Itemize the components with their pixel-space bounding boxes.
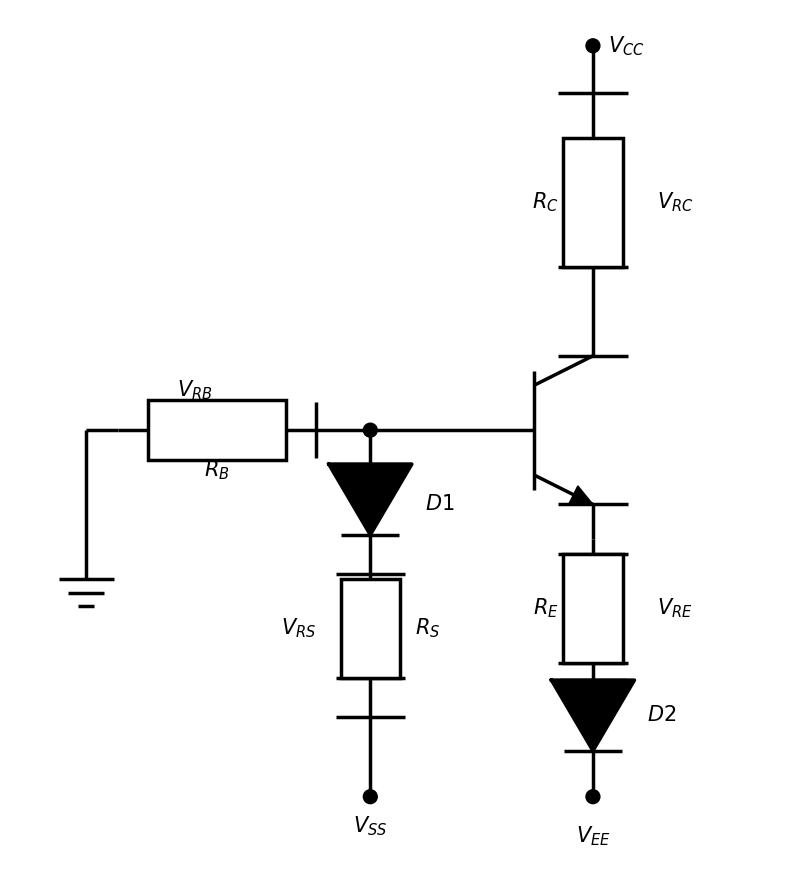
Text: $D1$: $D1$ bbox=[425, 494, 455, 515]
Text: $R_S$: $R_S$ bbox=[415, 616, 440, 640]
Text: $V_{SS}$: $V_{SS}$ bbox=[353, 814, 388, 838]
Circle shape bbox=[586, 39, 600, 53]
Text: $R_B$: $R_B$ bbox=[204, 458, 230, 482]
Text: $V_{RB}$: $V_{RB}$ bbox=[178, 379, 213, 402]
Text: $D2$: $D2$ bbox=[647, 706, 677, 725]
Text: $V_{RS}$: $V_{RS}$ bbox=[281, 616, 316, 640]
Bar bbox=[147, 401, 287, 460]
Text: $V_{EE}$: $V_{EE}$ bbox=[576, 824, 611, 848]
Bar bbox=[564, 554, 622, 663]
Polygon shape bbox=[569, 486, 593, 505]
Text: $R_E$: $R_E$ bbox=[533, 597, 558, 620]
Circle shape bbox=[586, 789, 600, 804]
Circle shape bbox=[363, 789, 377, 804]
Text: $V_{RE}$: $V_{RE}$ bbox=[657, 597, 693, 620]
Bar bbox=[341, 579, 400, 678]
Text: $V_{CC}$: $V_{CC}$ bbox=[608, 34, 645, 58]
Circle shape bbox=[363, 423, 377, 437]
Polygon shape bbox=[329, 464, 412, 535]
Text: $V_{RC}$: $V_{RC}$ bbox=[657, 191, 694, 214]
Text: $R_C$: $R_C$ bbox=[532, 191, 558, 214]
Bar bbox=[564, 138, 622, 267]
Polygon shape bbox=[552, 680, 634, 751]
